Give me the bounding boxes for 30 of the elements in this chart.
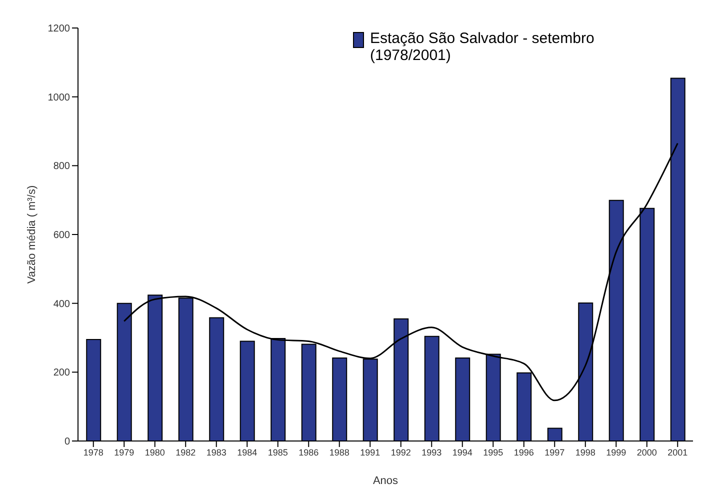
x-tick-label: 1984: [237, 447, 258, 458]
x-tick-label: 1982: [176, 447, 196, 458]
x-tick-label: 1992: [390, 447, 411, 458]
x-tick-label: 1995: [483, 447, 504, 458]
y-tick-label: 200: [53, 368, 70, 379]
x-tick-label: 1996: [514, 447, 534, 458]
x-tick-label: 1994: [452, 447, 472, 458]
y-tick-label: 1200: [48, 24, 70, 35]
y-axis-title: Vazão média ( m³/s): [26, 185, 38, 284]
x-tick-label: 1986: [298, 447, 319, 458]
x-tick-label: 1993: [422, 447, 442, 458]
x-axis-title: Anos: [372, 475, 399, 487]
x-tick-label: 1978: [83, 447, 104, 458]
x-tick-label: 1985: [268, 447, 288, 458]
x-tick-label: 1991: [360, 447, 380, 458]
legend-label: Estação São Salvador - setembro (1978/2001): [370, 30, 596, 64]
x-tick-label: 1998: [575, 447, 596, 458]
y-tick-label: 0: [64, 436, 70, 448]
x-tick-label: 1999: [606, 447, 626, 458]
y-tick-label: 400: [53, 298, 70, 310]
y-tick-label: 1000: [48, 92, 70, 104]
x-tick-label: 2001: [668, 447, 688, 458]
x-tick-label: 1983: [206, 447, 226, 458]
x-tick-label: 2000: [636, 447, 657, 458]
y-tick-label: 800: [53, 161, 70, 172]
x-tick-label: 1997: [544, 447, 565, 458]
x-tick-label: 1988: [329, 447, 350, 458]
y-tick-label: 600: [53, 230, 70, 242]
x-tick-label: 1980: [144, 447, 165, 458]
x-tick-label: 1979: [114, 447, 134, 458]
